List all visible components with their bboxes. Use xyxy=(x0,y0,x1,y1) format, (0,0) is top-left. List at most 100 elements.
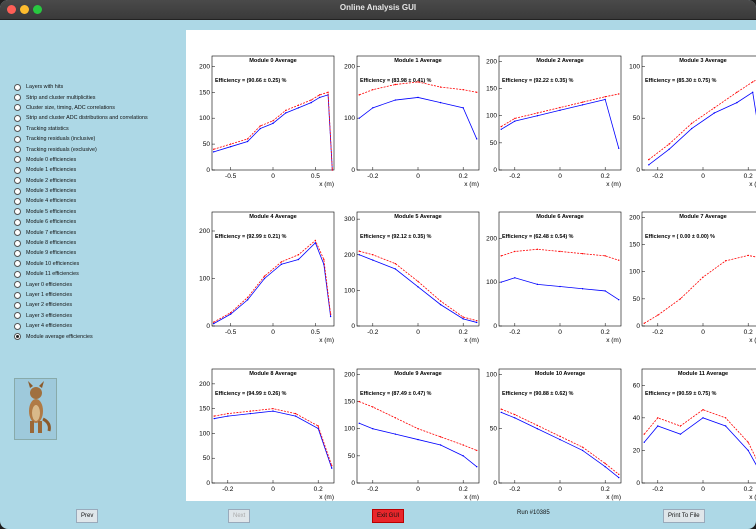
sidebar-item-label: Module 6 efficiencies xyxy=(26,219,77,226)
data-point xyxy=(581,288,584,290)
zoom-window-button[interactable] xyxy=(33,5,42,14)
radio-button[interactable] xyxy=(14,83,21,91)
radio-button[interactable] xyxy=(14,208,21,216)
data-point xyxy=(736,101,738,104)
radio-button[interactable] xyxy=(14,94,21,102)
radio-button[interactable] xyxy=(14,114,21,122)
radio-button[interactable] xyxy=(14,177,21,185)
close-window-button[interactable] xyxy=(7,5,16,14)
sidebar-item-strip-and-cluster-adc-distributions-and-correlations[interactable]: Strip and cluster ADC distributions and … xyxy=(14,113,186,123)
radio-button[interactable] xyxy=(14,125,21,133)
radio-button[interactable] xyxy=(14,146,21,154)
next-button[interactable]: Next xyxy=(228,509,251,523)
x-tick-label: -0.2 xyxy=(509,486,521,493)
radio-button[interactable] xyxy=(14,104,21,112)
data-point xyxy=(462,444,464,446)
radio-button[interactable] xyxy=(14,166,21,174)
x-axis-label: x (m) xyxy=(749,337,756,344)
sidebar-item-module-0-efficiencies[interactable]: Module 0 efficiencies xyxy=(14,155,186,165)
efficiency-annotation: Efficiency = (90.66 ± 0.25) % xyxy=(215,78,287,84)
sidebar-item-tracking-residuals-exclusive[interactable]: Tracking residuals (exclusive) xyxy=(14,144,186,154)
data-point xyxy=(394,83,397,86)
chart-title: Module 2 Average xyxy=(536,58,583,64)
sidebar-item-layer-1-efficiencies[interactable]: Layer 1 efficiencies xyxy=(14,290,186,300)
data-point xyxy=(263,275,266,277)
x-tick-label: 0.2 xyxy=(459,173,468,180)
chart-title: Module 5 Average xyxy=(394,214,441,220)
radio-button[interactable] xyxy=(14,281,21,289)
data-point xyxy=(500,255,502,257)
radio-button[interactable] xyxy=(14,249,21,257)
data-point xyxy=(280,263,283,265)
sidebar-item-module-5-efficiencies[interactable]: Module 5 efficiencies xyxy=(14,207,186,217)
series-line xyxy=(359,422,477,468)
data-point xyxy=(394,262,397,265)
sidebar-item-layers-with-hits[interactable]: Layers with hits xyxy=(14,82,186,92)
minimize-window-button[interactable] xyxy=(20,5,29,14)
chart-title: Module 6 Average xyxy=(536,214,583,220)
print-to-file-button[interactable]: Print To File xyxy=(663,509,705,523)
radio-button[interactable] xyxy=(14,260,21,268)
x-axis-label: x (m) xyxy=(749,181,756,188)
radio-button[interactable] xyxy=(14,322,21,330)
radio-button[interactable] xyxy=(14,218,21,226)
radio-button[interactable] xyxy=(14,229,21,237)
radio-button[interactable] xyxy=(14,187,21,195)
data-point xyxy=(317,425,319,427)
exit-gui-button[interactable]: Exit GUI xyxy=(372,509,405,523)
data-point xyxy=(417,81,419,83)
data-point xyxy=(604,96,606,98)
radio-button[interactable] xyxy=(14,301,21,309)
sidebar-item-module-3-efficiencies[interactable]: Module 3 efficiencies xyxy=(14,186,186,196)
sidebar-item-module-7-efficiencies[interactable]: Module 7 efficiencies xyxy=(14,227,186,237)
x-axis-label: x (m) xyxy=(464,337,479,344)
sidebar-item-module-8-efficiencies[interactable]: Module 8 efficiencies xyxy=(14,238,186,248)
sidebar-item-tracking-statistics[interactable]: Tracking statistics xyxy=(14,124,186,134)
x-tick-label: 0 xyxy=(701,173,705,180)
prev-button[interactable]: Prev xyxy=(76,509,99,523)
y-tick-label: 0 xyxy=(493,323,497,330)
sidebar-item-module-9-efficiencies[interactable]: Module 9 efficiencies xyxy=(14,248,186,258)
sidebar-item-tracking-residuals-inclusive[interactable]: Tracking residuals (inclusive) xyxy=(14,134,186,144)
sidebar-item-module-4-efficiencies[interactable]: Module 4 efficiencies xyxy=(14,196,186,206)
data-point xyxy=(462,316,464,318)
x-axis-label: x (m) xyxy=(606,337,621,344)
series-line xyxy=(644,255,756,324)
radio-button[interactable] xyxy=(14,333,21,341)
efficiency-annotation: Efficiency = (94.99 ± 0.26) % xyxy=(215,391,287,397)
radio-button[interactable] xyxy=(14,239,21,247)
data-point xyxy=(648,164,650,166)
radio-button[interactable] xyxy=(14,156,21,164)
data-point xyxy=(747,449,749,452)
data-point xyxy=(212,148,215,150)
sidebar-item-module-average-efficiencies[interactable]: Module average efficiencies xyxy=(14,331,186,341)
data-point xyxy=(476,466,478,468)
data-point xyxy=(329,313,332,315)
sidebar-item-module-2-efficiencies[interactable]: Module 2 efficiencies xyxy=(14,176,186,186)
sidebar-item-cluster-size-timing-adc-correlations[interactable]: Cluster size, timing, ADC correlations xyxy=(14,103,186,113)
sidebar-item-label: Module 9 efficiencies xyxy=(26,250,77,257)
sidebar-item-module-6-efficiencies[interactable]: Module 6 efficiencies xyxy=(14,217,186,227)
x-tick-label: 0 xyxy=(558,486,562,493)
radio-button[interactable] xyxy=(14,312,21,320)
sidebar-item-layer-2-efficiencies[interactable]: Layer 2 efficiencies xyxy=(14,300,186,310)
sidebar-item-module-10-efficiencies[interactable]: Module 10 efficiencies xyxy=(14,259,186,269)
sidebar-item-strip-and-cluster-multiplicities[interactable]: Strip and cluster multiplicities xyxy=(14,92,186,102)
sidebar-item-layer-3-efficiencies[interactable]: Layer 3 efficiencies xyxy=(14,311,186,321)
sidebar-item-layer-4-efficiencies[interactable]: Layer 4 efficiencies xyxy=(14,321,186,331)
x-tick-label: 0 xyxy=(416,173,420,180)
data-point xyxy=(327,91,329,93)
sidebar-item-module-11-efficiencies[interactable]: Module 11 efficiencies xyxy=(14,269,186,279)
radio-button[interactable] xyxy=(14,197,21,205)
y-tick-label: 100 xyxy=(344,287,355,294)
data-point xyxy=(752,81,754,83)
data-point xyxy=(500,408,502,410)
data-point xyxy=(618,298,620,301)
radio-button[interactable] xyxy=(14,270,21,278)
sidebar-item-module-1-efficiencies[interactable]: Module 1 efficiencies xyxy=(14,165,186,175)
series-line xyxy=(213,239,332,323)
radio-button[interactable] xyxy=(14,135,21,143)
radio-button[interactable] xyxy=(14,291,21,299)
sidebar-item-layer-0-efficiencies[interactable]: Layer 0 efficiencies xyxy=(14,279,186,289)
data-point xyxy=(747,254,749,257)
